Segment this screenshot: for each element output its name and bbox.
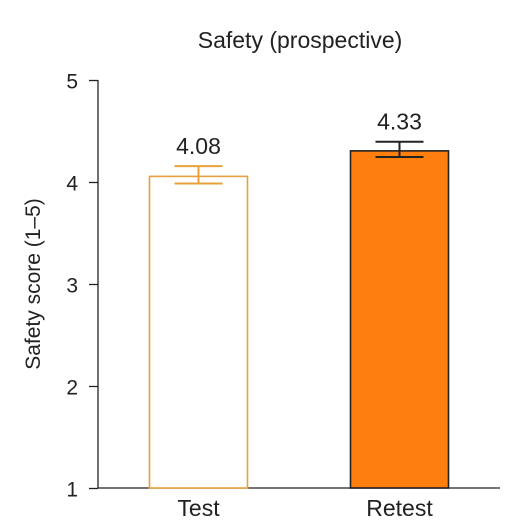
chart-title: Safety (prospective) — [198, 27, 403, 53]
x-tick-label-retest: Retest — [366, 495, 433, 521]
data-label-test: 4.08 — [176, 133, 221, 159]
bar-retest — [349, 150, 450, 489]
bar-test — [148, 175, 249, 489]
y-tick-label: 5 — [66, 71, 78, 94]
y-tick-label: 2 — [66, 377, 78, 400]
x-tick-label-test: Test — [177, 495, 220, 521]
y-tick-label: 4 — [66, 173, 78, 196]
y-axis-label: Safety score (1–5) — [22, 198, 45, 370]
y-tick-label: 3 — [66, 275, 78, 298]
x-ticks: Test Retest — [177, 495, 433, 521]
data-label-retest: 4.33 — [377, 109, 422, 135]
bars: 4.08 4.33 — [148, 109, 450, 489]
y-tick-label: 1 — [66, 479, 78, 502]
y-ticks: 1 2 3 4 5 — [66, 71, 98, 502]
